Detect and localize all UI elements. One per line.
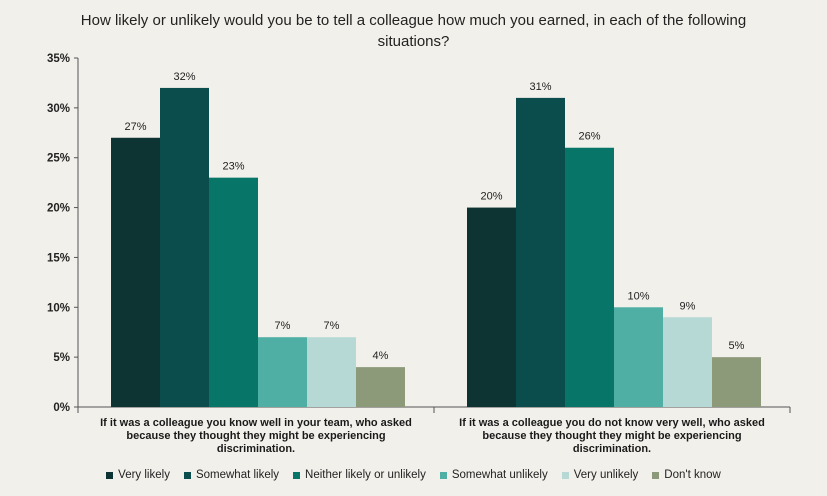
legend-label: Neither likely or unlikely (305, 469, 426, 481)
legend-label: Very likely (118, 469, 170, 481)
y-tick-label: 0% (53, 402, 70, 414)
data-label: 32% (173, 71, 195, 83)
data-label: 31% (529, 81, 551, 93)
data-label: 7% (275, 320, 291, 332)
legend-item: Don't know (652, 469, 721, 481)
data-label: 20% (480, 191, 502, 203)
legend: Very likely Somewhat likely Neither likely… (0, 469, 827, 481)
chart-title: How likely or unlikely would you be to t… (80, 12, 747, 50)
bar (209, 177, 258, 407)
y-tick-label: 35% (47, 53, 70, 65)
data-label: 27% (124, 121, 146, 133)
data-label: 4% (373, 350, 389, 362)
bar (160, 87, 209, 408)
y-tick-label: 5% (53, 352, 70, 364)
legend-item: Neither likely or unlikely (293, 469, 426, 481)
data-label: 5% (729, 340, 745, 352)
data-label: 23% (222, 161, 244, 173)
data-label: 10% (627, 290, 649, 302)
bar (516, 97, 565, 407)
y-tick-label: 25% (47, 153, 70, 165)
bar (614, 307, 663, 407)
legend-item: Somewhat unlikely (439, 469, 548, 481)
y-tick-label: 20% (47, 203, 70, 215)
bar (307, 337, 356, 407)
bar (712, 357, 761, 407)
legend-label: Somewhat likely (195, 469, 280, 481)
legend-swatch (652, 471, 660, 479)
data-label: 9% (680, 300, 696, 312)
legend-label: Don't know (664, 469, 721, 481)
y-tick-label: 30% (47, 103, 70, 115)
data-label: 26% (578, 131, 600, 143)
bar (356, 367, 405, 407)
legend-item: Very unlikely (561, 469, 639, 481)
category-label-1: If it was a colleague you know well in y… (100, 417, 412, 455)
bar (258, 337, 307, 407)
legend-swatch (293, 471, 301, 479)
category-label-2: If it was a colleague you do not know ve… (459, 417, 765, 455)
legend-label: Very unlikely (573, 469, 639, 481)
data-label: 7% (324, 320, 340, 332)
y-tick-label: 10% (47, 302, 70, 314)
bar (111, 137, 160, 407)
legend-item: Somewhat likely (183, 469, 280, 481)
legend-swatch (183, 471, 191, 479)
legend-item: Very likely (106, 469, 170, 481)
bar (663, 317, 712, 407)
bar (565, 147, 614, 407)
legend-swatch (439, 471, 447, 479)
legend-swatch (106, 471, 114, 479)
legend-label: Somewhat unlikely (451, 469, 548, 481)
y-tick-label: 15% (47, 252, 70, 264)
legend-swatch (561, 471, 569, 479)
bar (467, 207, 516, 407)
